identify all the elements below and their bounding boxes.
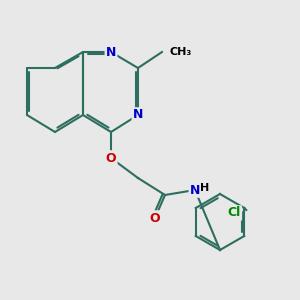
Text: Cl: Cl xyxy=(228,206,241,220)
Text: N: N xyxy=(106,46,116,59)
Text: N: N xyxy=(133,109,143,122)
Text: O: O xyxy=(150,212,160,224)
Text: N: N xyxy=(190,184,200,196)
Text: CH₃: CH₃ xyxy=(170,47,192,57)
Text: H: H xyxy=(200,183,210,193)
Text: O: O xyxy=(106,152,116,164)
